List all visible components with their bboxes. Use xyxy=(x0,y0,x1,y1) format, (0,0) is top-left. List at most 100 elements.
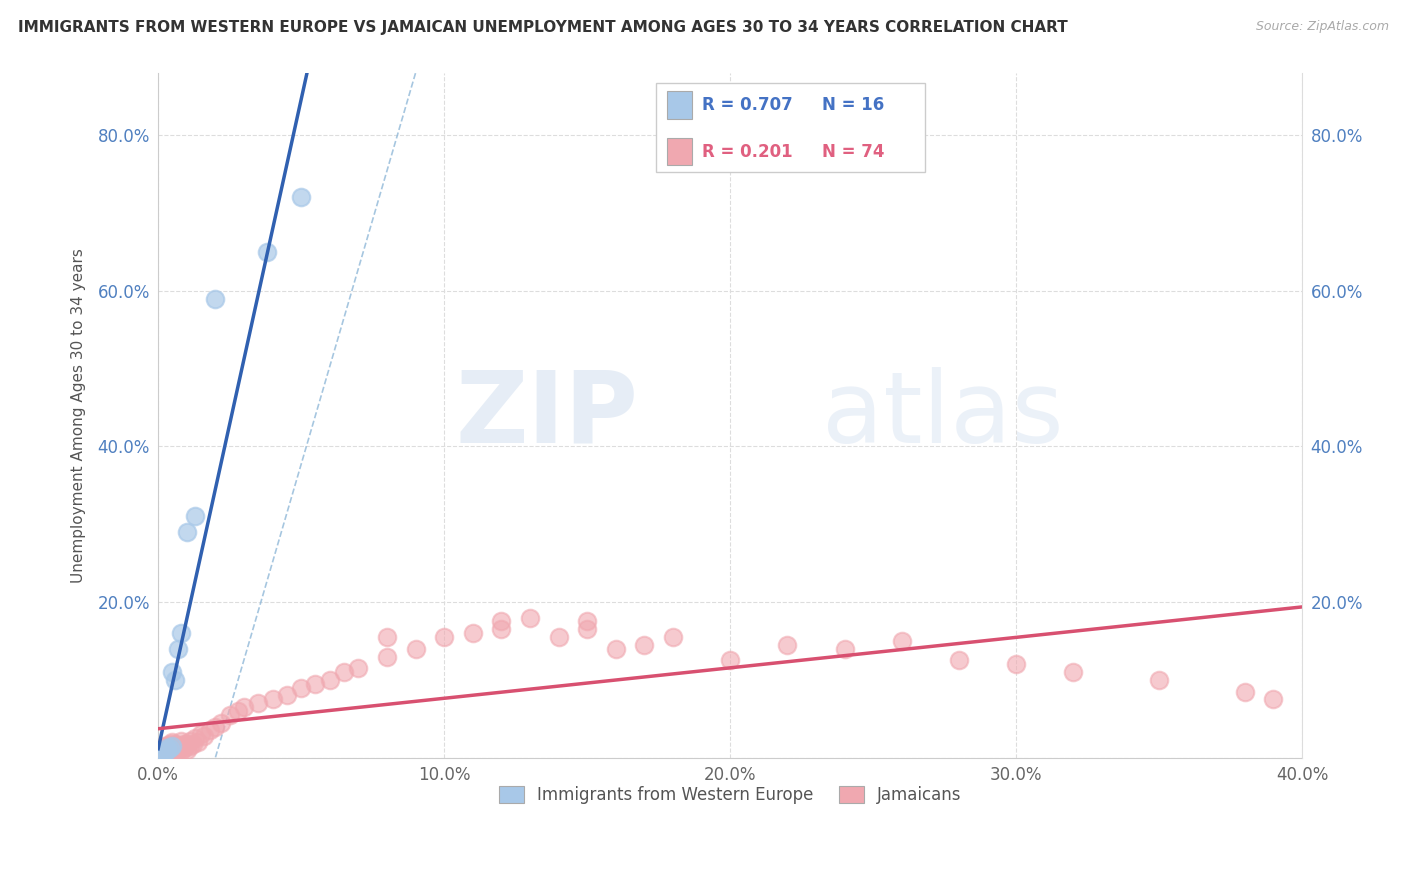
Point xyxy=(184,731,207,746)
Point xyxy=(1263,692,1285,706)
Text: atlas: atlas xyxy=(821,367,1063,464)
Point xyxy=(333,665,356,679)
Point xyxy=(165,744,187,758)
Point xyxy=(150,747,173,761)
Point xyxy=(176,743,198,757)
Point xyxy=(204,292,226,306)
Point xyxy=(276,689,298,703)
Point xyxy=(153,744,176,758)
Point xyxy=(176,737,198,751)
Point xyxy=(204,719,226,733)
Point xyxy=(461,626,484,640)
Point xyxy=(948,653,970,667)
Point xyxy=(167,739,190,753)
FancyBboxPatch shape xyxy=(655,83,925,172)
Point xyxy=(167,743,190,757)
Point xyxy=(170,744,193,758)
Point xyxy=(159,741,181,756)
Text: N = 74: N = 74 xyxy=(821,143,884,161)
Point xyxy=(187,735,209,749)
Point xyxy=(159,737,181,751)
Text: IMMIGRANTS FROM WESTERN EUROPE VS JAMAICAN UNEMPLOYMENT AMONG AGES 30 TO 34 YEAR: IMMIGRANTS FROM WESTERN EUROPE VS JAMAIC… xyxy=(18,20,1069,35)
Point xyxy=(170,733,193,747)
FancyBboxPatch shape xyxy=(668,92,692,119)
Point xyxy=(633,638,655,652)
Point xyxy=(176,524,198,539)
Point xyxy=(153,741,176,756)
Point xyxy=(576,615,599,629)
Text: R = 0.201: R = 0.201 xyxy=(702,143,792,161)
Point xyxy=(290,190,312,204)
Point xyxy=(153,744,176,758)
Point xyxy=(156,741,179,756)
Point xyxy=(193,729,215,743)
Point xyxy=(547,630,569,644)
Point xyxy=(162,739,184,753)
Point xyxy=(262,692,284,706)
Legend: Immigrants from Western Europe, Jamaicans: Immigrants from Western Europe, Jamaican… xyxy=(489,776,972,814)
Point xyxy=(153,747,176,761)
Point xyxy=(165,673,187,687)
Point xyxy=(184,509,207,524)
Point xyxy=(1233,684,1256,698)
Point xyxy=(347,661,370,675)
Point xyxy=(162,747,184,761)
Point xyxy=(226,704,249,718)
Point xyxy=(247,696,270,710)
Point xyxy=(662,630,685,644)
Point xyxy=(519,610,541,624)
Point xyxy=(181,737,204,751)
Point xyxy=(233,700,256,714)
Point xyxy=(156,743,179,757)
Point xyxy=(179,739,201,753)
Point xyxy=(375,630,398,644)
Point xyxy=(718,653,741,667)
Point xyxy=(290,681,312,695)
Point xyxy=(150,744,173,758)
Point xyxy=(1005,657,1028,672)
Text: R = 0.707: R = 0.707 xyxy=(702,96,792,114)
Point xyxy=(165,741,187,756)
Point xyxy=(173,737,195,751)
Point xyxy=(405,641,427,656)
Point xyxy=(834,641,856,656)
Point xyxy=(153,739,176,753)
FancyBboxPatch shape xyxy=(668,138,692,165)
Point xyxy=(605,641,627,656)
Point xyxy=(170,739,193,753)
Text: Source: ZipAtlas.com: Source: ZipAtlas.com xyxy=(1256,20,1389,33)
Point xyxy=(198,723,221,738)
Point xyxy=(159,744,181,758)
Point xyxy=(375,649,398,664)
Point xyxy=(776,638,799,652)
Point xyxy=(190,727,212,741)
Point xyxy=(218,707,240,722)
Point xyxy=(162,665,184,679)
Point xyxy=(173,741,195,756)
Point xyxy=(433,630,456,644)
Point xyxy=(1147,673,1170,687)
Point xyxy=(156,747,179,761)
Point xyxy=(209,715,232,730)
Point xyxy=(156,743,179,757)
Text: ZIP: ZIP xyxy=(456,367,638,464)
Point xyxy=(159,741,181,756)
Point xyxy=(319,673,342,687)
Y-axis label: Unemployment Among Ages 30 to 34 years: Unemployment Among Ages 30 to 34 years xyxy=(72,248,86,582)
Text: N = 16: N = 16 xyxy=(821,96,884,114)
Point xyxy=(162,743,184,757)
Point xyxy=(162,739,184,753)
Point xyxy=(890,634,912,648)
Point xyxy=(179,733,201,747)
Point xyxy=(256,244,278,259)
Point xyxy=(167,641,190,656)
Point xyxy=(1062,665,1084,679)
Point xyxy=(153,747,176,761)
Point xyxy=(491,622,513,636)
Point xyxy=(156,739,179,753)
Point xyxy=(304,677,326,691)
Point xyxy=(170,626,193,640)
Point xyxy=(150,747,173,761)
Point xyxy=(165,737,187,751)
Point xyxy=(162,735,184,749)
